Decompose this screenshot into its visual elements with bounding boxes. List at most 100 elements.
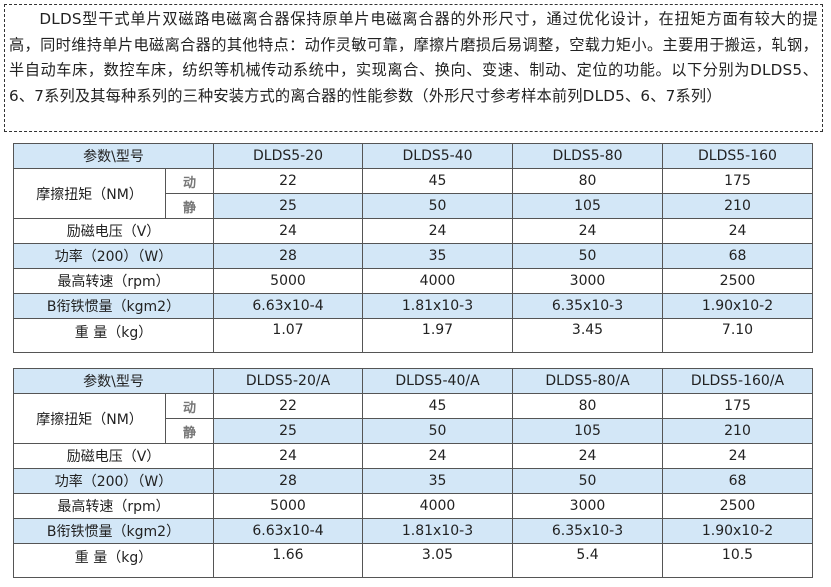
value-cell: 45 <box>362 393 513 419</box>
table-row: 摩擦扭矩（NM）动 22 45 80 175 <box>13 168 813 219</box>
value-cell: 2500 <box>662 268 813 294</box>
spec-table-1: 参数\型号 DLDS5-20 DLDS5-40 DLDS5-80 DLDS5-160 摩擦… <box>13 143 813 353</box>
value-cell: 3.05 <box>362 543 513 578</box>
value-cell: 1.81x10-3 <box>362 293 513 319</box>
table-row: B衔铁惯量（kgm2） 6.63x10-4 1.81x10-3 6.35x10-3 1.… <box>13 293 813 319</box>
model-header-cell: DLDS5-20/A <box>213 368 363 394</box>
table-row: 摩擦扭矩（NM）动 22 45 80 175 <box>13 393 813 444</box>
row-label-cell: 重 量（kg） <box>13 543 214 578</box>
row-label-cell: 功率（200）（W） <box>13 468 214 494</box>
value-cell: 3000 <box>512 493 663 519</box>
value-cell: 1.90x10-2 <box>662 518 813 544</box>
value-cell: 10.5 <box>662 543 813 578</box>
table-row: 最高转速（rpm） 5000 4000 3000 2500 <box>13 493 813 519</box>
value-cell: 50 <box>512 468 663 494</box>
model-header-cell: DLDS5-20 <box>213 143 363 169</box>
model-header-cell: DLDS5-40/A <box>362 368 513 394</box>
value-cell: 24 <box>662 218 813 244</box>
value-cell: 25 <box>213 193 363 219</box>
value-cell: 50 <box>362 193 513 219</box>
table-row: 最高转速（rpm） 5000 4000 3000 2500 <box>13 268 813 294</box>
row-label-cell: 最高转速（rpm） <box>13 268 214 294</box>
value-cell: 6.35x10-3 <box>512 293 663 319</box>
value-cell: 28 <box>213 468 363 494</box>
intro-text: DLDS型干式单片双磁路电磁离合器保持原单片电磁离合器的外形尺寸，通过优化设计，… <box>9 10 818 105</box>
table-row: 静 25 50 105 210 <box>14 193 813 219</box>
header-row: 参数\型号 DLDS5-20 DLDS5-40 DLDS5-80 DLDS5-160 <box>13 143 813 169</box>
value-cell: 50 <box>512 243 663 269</box>
value-cell: 24 <box>213 218 363 244</box>
table-row: 励磁电压（V） 24 24 24 24 <box>13 218 813 244</box>
intro-box: DLDS型干式单片双磁路电磁离合器保持原单片电磁离合器的外形尺寸，通过优化设计，… <box>4 4 823 132</box>
model-header-cell: DLDS5-80/A <box>512 368 663 394</box>
value-cell: 35 <box>362 468 513 494</box>
value-cell: 24 <box>213 443 363 469</box>
value-cell: 24 <box>512 443 663 469</box>
value-cell: 175 <box>662 393 813 419</box>
sub-label-cell: 动 <box>165 168 214 194</box>
row-label-cell: 重 量（kg） <box>13 318 214 353</box>
row-label-cell: B衔铁惯量（kgm2） <box>13 518 214 544</box>
table-row: 静 25 50 105 210 <box>14 418 813 444</box>
value-cell: 105 <box>512 193 663 219</box>
value-cell: 5000 <box>213 268 363 294</box>
model-header-cell: DLDS5-40 <box>362 143 513 169</box>
value-cell: 6.35x10-3 <box>512 518 663 544</box>
header-row: 参数\型号 DLDS5-20/A DLDS5-40/A DLDS5-80/A DLDS5… <box>13 368 813 394</box>
value-cell: 68 <box>662 468 813 494</box>
table-row: 功率（200）（W） 28 35 50 68 <box>13 468 813 494</box>
value-cell: 24 <box>362 218 513 244</box>
value-cell: 4000 <box>362 268 513 294</box>
value-cell: 7.10 <box>662 318 813 353</box>
value-cell: 1.66 <box>213 543 363 578</box>
value-cell: 45 <box>362 168 513 194</box>
value-cell: 50 <box>362 418 513 444</box>
value-cell: 210 <box>662 418 813 444</box>
model-header-cell: DLDS5-160/A <box>662 368 813 394</box>
table-row: 功率（200）（W） 28 35 50 68 <box>13 243 813 269</box>
header-label-cell: 参数\型号 <box>13 143 214 169</box>
table-row: B衔铁惯量（kgm2） 6.63x10-4 1.81x10-3 6.35x10-3 1.… <box>13 518 813 544</box>
value-cell: 3.45 <box>512 318 663 353</box>
value-cell: 80 <box>512 393 663 419</box>
value-cell: 1.97 <box>362 318 513 353</box>
sub-label-cell: 动 <box>165 393 214 419</box>
value-cell: 22 <box>213 168 363 194</box>
row-label-cell: 励磁电压（V） <box>13 443 214 469</box>
model-header-cell: DLDS5-80 <box>512 143 663 169</box>
value-cell: 80 <box>512 168 663 194</box>
table-row: 励磁电压（V） 24 24 24 24 <box>13 443 813 469</box>
row-label-cell: 功率（200）（W） <box>13 243 214 269</box>
value-cell: 175 <box>662 168 813 194</box>
value-cell: 1.81x10-3 <box>362 518 513 544</box>
value-cell: 25 <box>213 418 363 444</box>
value-cell: 1.90x10-2 <box>662 293 813 319</box>
value-cell: 105 <box>512 418 663 444</box>
value-cell: 5000 <box>213 493 363 519</box>
row-label-cell: B衔铁惯量（kgm2） <box>13 293 214 319</box>
value-cell: 6.63x10-4 <box>213 518 363 544</box>
spec-table-2: 参数\型号 DLDS5-20/A DLDS5-40/A DLDS5-80/A DLDS5… <box>13 368 813 578</box>
sub-label-cell: 静 <box>165 418 214 444</box>
sub-label-cell: 静 <box>165 193 214 219</box>
value-cell: 68 <box>662 243 813 269</box>
value-cell: 24 <box>512 218 663 244</box>
row-label-cell: 最高转速（rpm） <box>13 493 214 519</box>
value-cell: 5.4 <box>512 543 663 578</box>
model-header-cell: DLDS5-160 <box>662 143 813 169</box>
value-cell: 6.63x10-4 <box>213 293 363 319</box>
header-label-cell: 参数\型号 <box>13 368 214 394</box>
value-cell: 24 <box>362 443 513 469</box>
row-label-cell: 摩擦扭矩（NM） <box>13 168 166 219</box>
value-cell: 1.07 <box>213 318 363 353</box>
value-cell: 24 <box>662 443 813 469</box>
value-cell: 3000 <box>512 268 663 294</box>
table-row: 重 量（kg） 1.07 1.97 3.45 7.10 <box>13 318 813 353</box>
table-row: 重 量（kg） 1.66 3.05 5.4 10.5 <box>13 543 813 578</box>
value-cell: 35 <box>362 243 513 269</box>
value-cell: 28 <box>213 243 363 269</box>
row-label-cell: 励磁电压（V） <box>13 218 214 244</box>
value-cell: 2500 <box>662 493 813 519</box>
row-label-cell: 摩擦扭矩（NM） <box>13 393 166 444</box>
value-cell: 210 <box>662 193 813 219</box>
